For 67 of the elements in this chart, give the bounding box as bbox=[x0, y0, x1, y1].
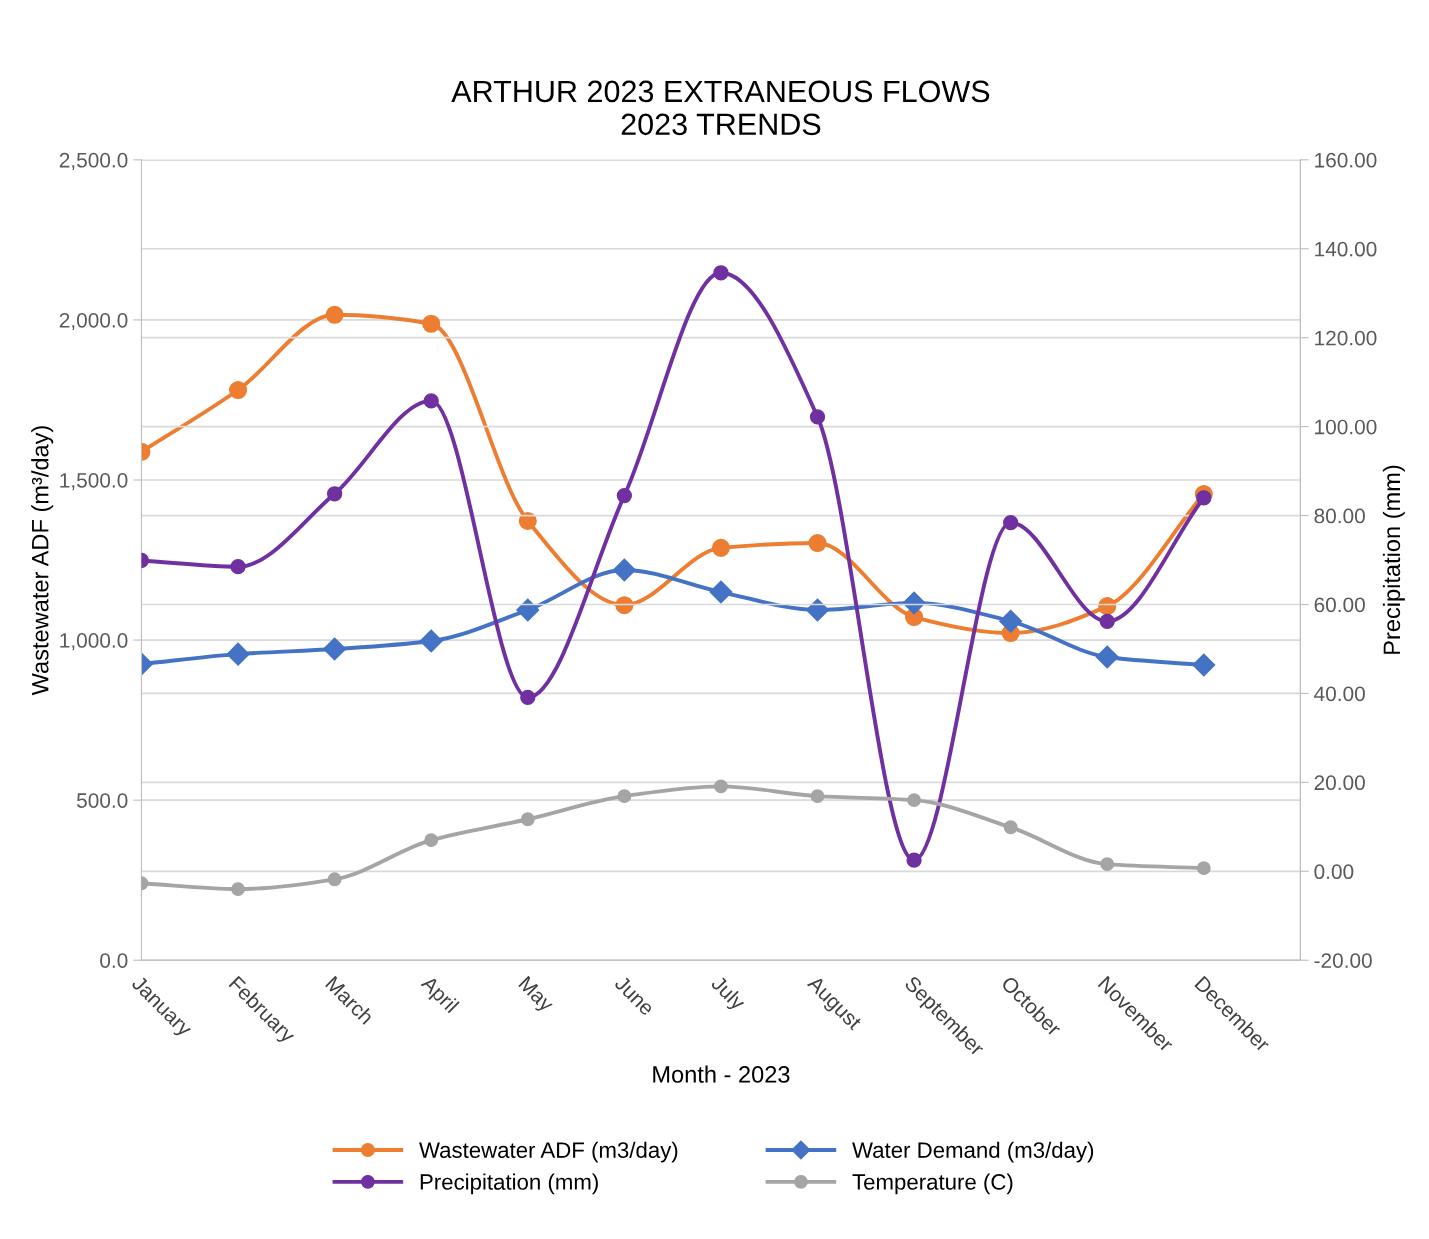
point bbox=[617, 789, 632, 804]
chart-title: ARTHUR 2023 EXTRANEOUS FLOWS 2023 TRENDS bbox=[451, 80, 990, 136]
y2-tick-label: -20.00 bbox=[1314, 953, 1372, 968]
y-tick-label: 2,000.0 bbox=[59, 312, 128, 331]
point bbox=[520, 812, 535, 827]
point bbox=[999, 609, 1023, 633]
x-tick-label: May bbox=[515, 975, 556, 1016]
point bbox=[713, 265, 729, 281]
y2-tick-label: 100.00 bbox=[1315, 419, 1377, 435]
point bbox=[709, 580, 733, 604]
point bbox=[518, 511, 537, 530]
point bbox=[1098, 597, 1117, 616]
x-axis-title: Month - 2023 bbox=[653, 1065, 790, 1083]
y2-tick-label: 40.00 bbox=[1314, 686, 1365, 702]
point bbox=[1196, 861, 1211, 876]
y-tick-label: 500.0 bbox=[76, 793, 128, 808]
point bbox=[906, 852, 922, 868]
point bbox=[229, 380, 248, 400]
point bbox=[323, 637, 347, 661]
point bbox=[1003, 820, 1018, 835]
point bbox=[809, 409, 826, 425]
point bbox=[422, 314, 441, 333]
y2-tick-label: 60.00 bbox=[1314, 597, 1365, 613]
y2-tick-label: 20.00 bbox=[1314, 775, 1365, 791]
point bbox=[325, 305, 344, 324]
point bbox=[1192, 653, 1216, 677]
point bbox=[806, 598, 830, 622]
y-tick-label: 2,500.0 bbox=[59, 152, 128, 171]
y2-tick-label: 80.00 bbox=[1314, 508, 1365, 524]
y2-tick-label: 160.00 bbox=[1315, 152, 1377, 168]
point bbox=[231, 882, 245, 897]
y2-axis-title: Precipitation (mm) bbox=[1382, 465, 1405, 654]
y2-tick-label: 0.00 bbox=[1314, 864, 1354, 880]
point bbox=[615, 596, 634, 615]
y-tick-label: 0.0 bbox=[100, 953, 128, 968]
y-tick-label: 1,500.0 bbox=[60, 472, 128, 491]
point bbox=[424, 833, 439, 848]
point bbox=[616, 487, 632, 504]
point bbox=[520, 689, 536, 706]
legend-label: Temperature (C) bbox=[852, 1173, 1013, 1195]
point bbox=[516, 598, 540, 622]
point bbox=[1196, 490, 1212, 506]
point bbox=[1100, 857, 1115, 872]
point bbox=[1099, 613, 1115, 630]
point bbox=[1003, 515, 1019, 531]
y-axis-title: Wastewater ADF (m³/day) bbox=[31, 426, 54, 696]
x-tick-label: April bbox=[417, 974, 460, 1017]
point bbox=[226, 642, 250, 666]
legend-label: Water Demand (m3/day) bbox=[852, 1141, 1094, 1163]
y2-tick-label: 140.00 bbox=[1315, 241, 1377, 257]
point bbox=[423, 393, 439, 409]
point bbox=[810, 789, 825, 804]
point bbox=[713, 779, 728, 794]
point bbox=[907, 793, 922, 808]
point bbox=[419, 629, 443, 653]
y-tick-label: 1,000.0 bbox=[60, 633, 128, 651]
point bbox=[230, 559, 246, 575]
legend-label: Precipitation (mm) bbox=[420, 1173, 598, 1195]
point bbox=[327, 872, 342, 887]
point bbox=[1095, 645, 1119, 669]
point bbox=[326, 486, 343, 502]
point bbox=[612, 558, 636, 582]
y2-tick-label: 120.00 bbox=[1315, 330, 1377, 346]
x-tick-label: July bbox=[707, 974, 748, 1015]
point bbox=[808, 534, 827, 553]
legend-label: Wastewater ADF (m3/day) bbox=[419, 1141, 678, 1163]
point bbox=[711, 538, 730, 557]
